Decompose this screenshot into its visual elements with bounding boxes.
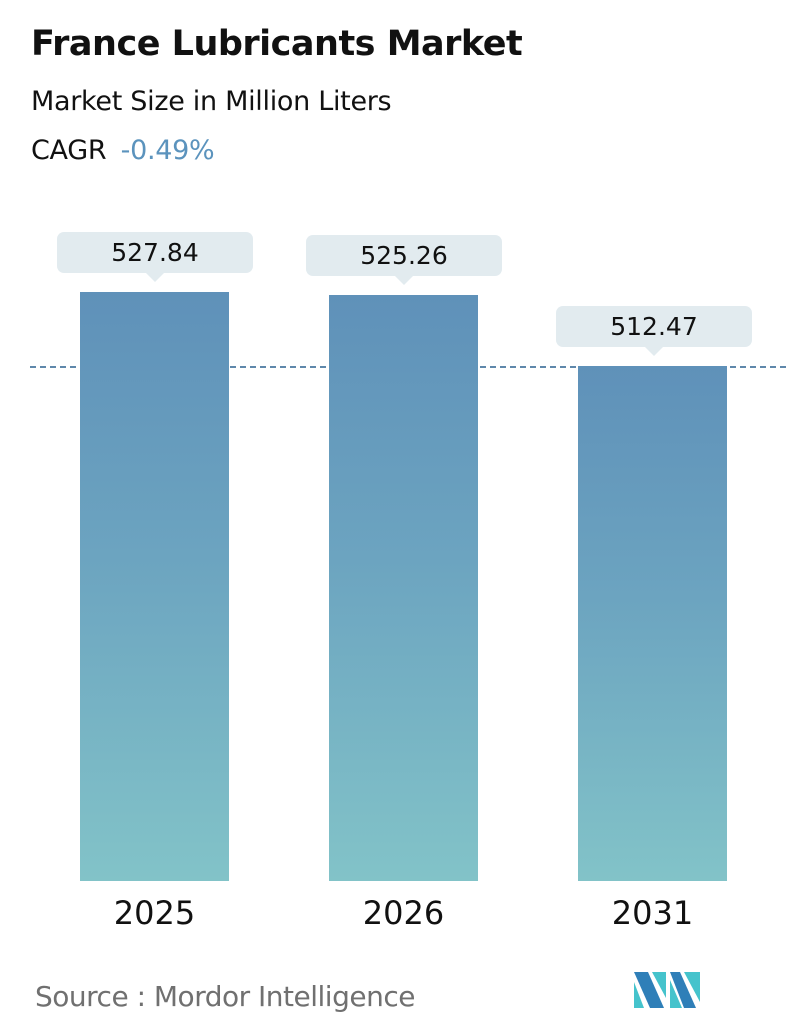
cagr-row: CAGR -0.49% [31,135,215,166]
mordor-intelligence-logo-icon [634,972,700,1008]
cagr-value: -0.49% [120,135,215,166]
chart-title: France Lubricants Market [31,24,523,64]
x-tick-2026: 2026 [362,894,445,932]
x-tick-2025: 2025 [113,894,196,932]
source-text: Source : Mordor Intelligence [35,980,415,1013]
bar-value-label-2031: 512.47 [556,306,752,356]
bar-2026 [329,295,478,881]
cagr-label: CAGR [31,135,107,166]
bar-value-label-2025: 527.84 [57,232,253,282]
chart-subtitle: Market Size in Million Liters [31,86,392,117]
x-tick-2031: 2031 [611,894,694,932]
bar-2031 [578,366,727,881]
bar-2025 [80,292,229,881]
bar-value-label-2026: 525.26 [306,235,502,285]
